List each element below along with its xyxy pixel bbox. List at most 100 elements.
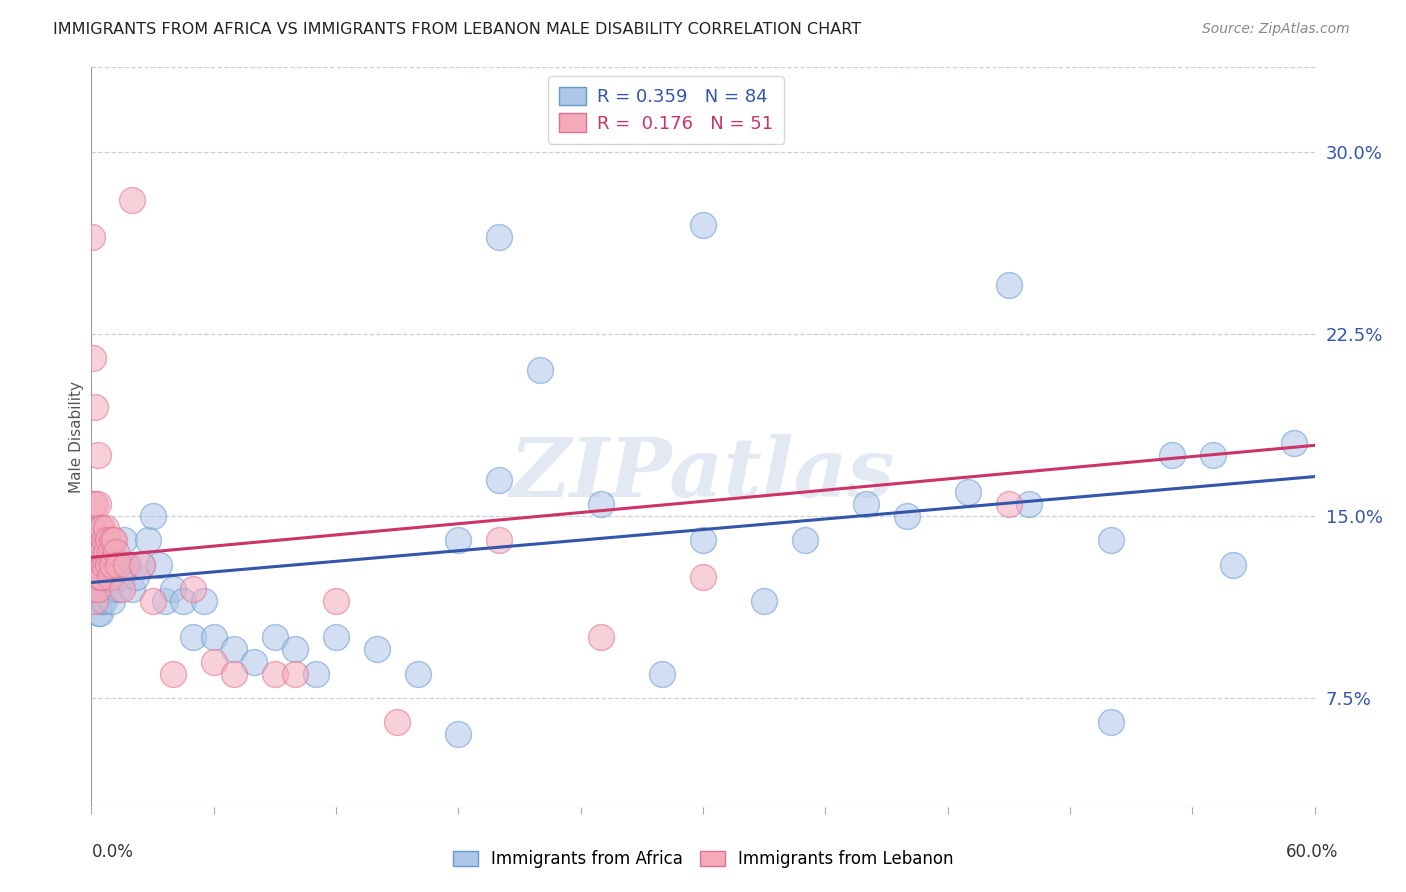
Point: [90, 533, 112, 548]
Point: [86, 582, 108, 596]
Point: [125, 569, 148, 583]
Point: [93, 569, 115, 583]
Point: [94, 533, 117, 548]
Point: [89, 606, 111, 620]
Point: [529, 363, 551, 377]
Point: [111, 582, 134, 596]
Text: ZIPatlas: ZIPatlas: [510, 434, 896, 514]
Point: [1018, 497, 1040, 511]
Point: [86, 569, 108, 583]
Point: [183, 631, 205, 645]
Point: [93, 594, 115, 608]
Point: [141, 508, 163, 523]
Point: [172, 594, 194, 608]
Point: [325, 594, 347, 608]
Point: [90, 582, 112, 596]
Point: [193, 594, 215, 608]
Point: [90, 545, 112, 559]
Point: [591, 497, 613, 511]
Text: 0.0%: 0.0%: [91, 843, 134, 861]
Point: [385, 715, 409, 730]
Point: [103, 558, 125, 572]
Point: [162, 582, 184, 596]
Point: [97, 569, 120, 583]
Point: [82, 582, 104, 596]
Point: [1099, 715, 1122, 730]
Point: [692, 533, 714, 548]
Point: [406, 666, 429, 681]
Point: [84, 582, 107, 596]
Point: [84, 533, 107, 548]
Point: [97, 545, 120, 559]
Point: [86, 533, 108, 548]
Point: [89, 558, 111, 572]
Point: [1282, 436, 1305, 450]
Point: [202, 655, 225, 669]
Point: [488, 229, 510, 244]
Point: [82, 521, 104, 535]
Point: [115, 558, 138, 572]
Point: [89, 521, 111, 535]
Point: [141, 594, 163, 608]
Point: [101, 569, 124, 583]
Point: [117, 558, 139, 572]
Point: [94, 558, 117, 572]
Point: [754, 594, 776, 608]
Point: [86, 448, 108, 462]
Text: 60.0%: 60.0%: [1286, 843, 1339, 861]
Point: [84, 594, 107, 608]
Point: [84, 400, 107, 414]
Point: [121, 194, 143, 208]
Point: [86, 497, 108, 511]
Point: [222, 642, 246, 657]
Point: [89, 569, 111, 583]
Point: [1222, 558, 1244, 572]
Point: [98, 569, 121, 583]
Point: [284, 642, 307, 657]
Point: [101, 594, 124, 608]
Point: [84, 569, 107, 583]
Point: [107, 558, 129, 572]
Point: [692, 218, 714, 232]
Point: [90, 569, 112, 583]
Point: [82, 545, 104, 559]
Point: [108, 558, 131, 572]
Point: [998, 278, 1021, 293]
Point: [82, 351, 104, 366]
Point: [82, 497, 104, 511]
Point: [86, 582, 108, 596]
Point: [101, 545, 124, 559]
Point: [103, 533, 125, 548]
Point: [1161, 448, 1184, 462]
Point: [153, 594, 176, 608]
Point: [98, 558, 121, 572]
Point: [138, 533, 160, 548]
Point: [82, 558, 104, 572]
Point: [93, 545, 115, 559]
Point: [112, 533, 135, 548]
Point: [98, 545, 121, 559]
Point: [82, 558, 104, 572]
Point: [84, 533, 107, 548]
Point: [264, 631, 287, 645]
Point: [104, 569, 127, 583]
Point: [97, 533, 120, 548]
Point: [325, 631, 347, 645]
Point: [111, 569, 134, 583]
Point: [89, 521, 111, 535]
Point: [131, 558, 153, 572]
Point: [82, 521, 104, 535]
Point: [84, 594, 107, 608]
Point: [84, 545, 107, 559]
Point: [104, 545, 127, 559]
Point: [86, 558, 108, 572]
Point: [1202, 448, 1225, 462]
Point: [896, 508, 918, 523]
Point: [94, 545, 117, 559]
Point: [82, 229, 104, 244]
Point: [89, 582, 111, 596]
Point: [447, 533, 470, 548]
Point: [82, 533, 104, 548]
Point: [94, 582, 117, 596]
Point: [131, 558, 153, 572]
